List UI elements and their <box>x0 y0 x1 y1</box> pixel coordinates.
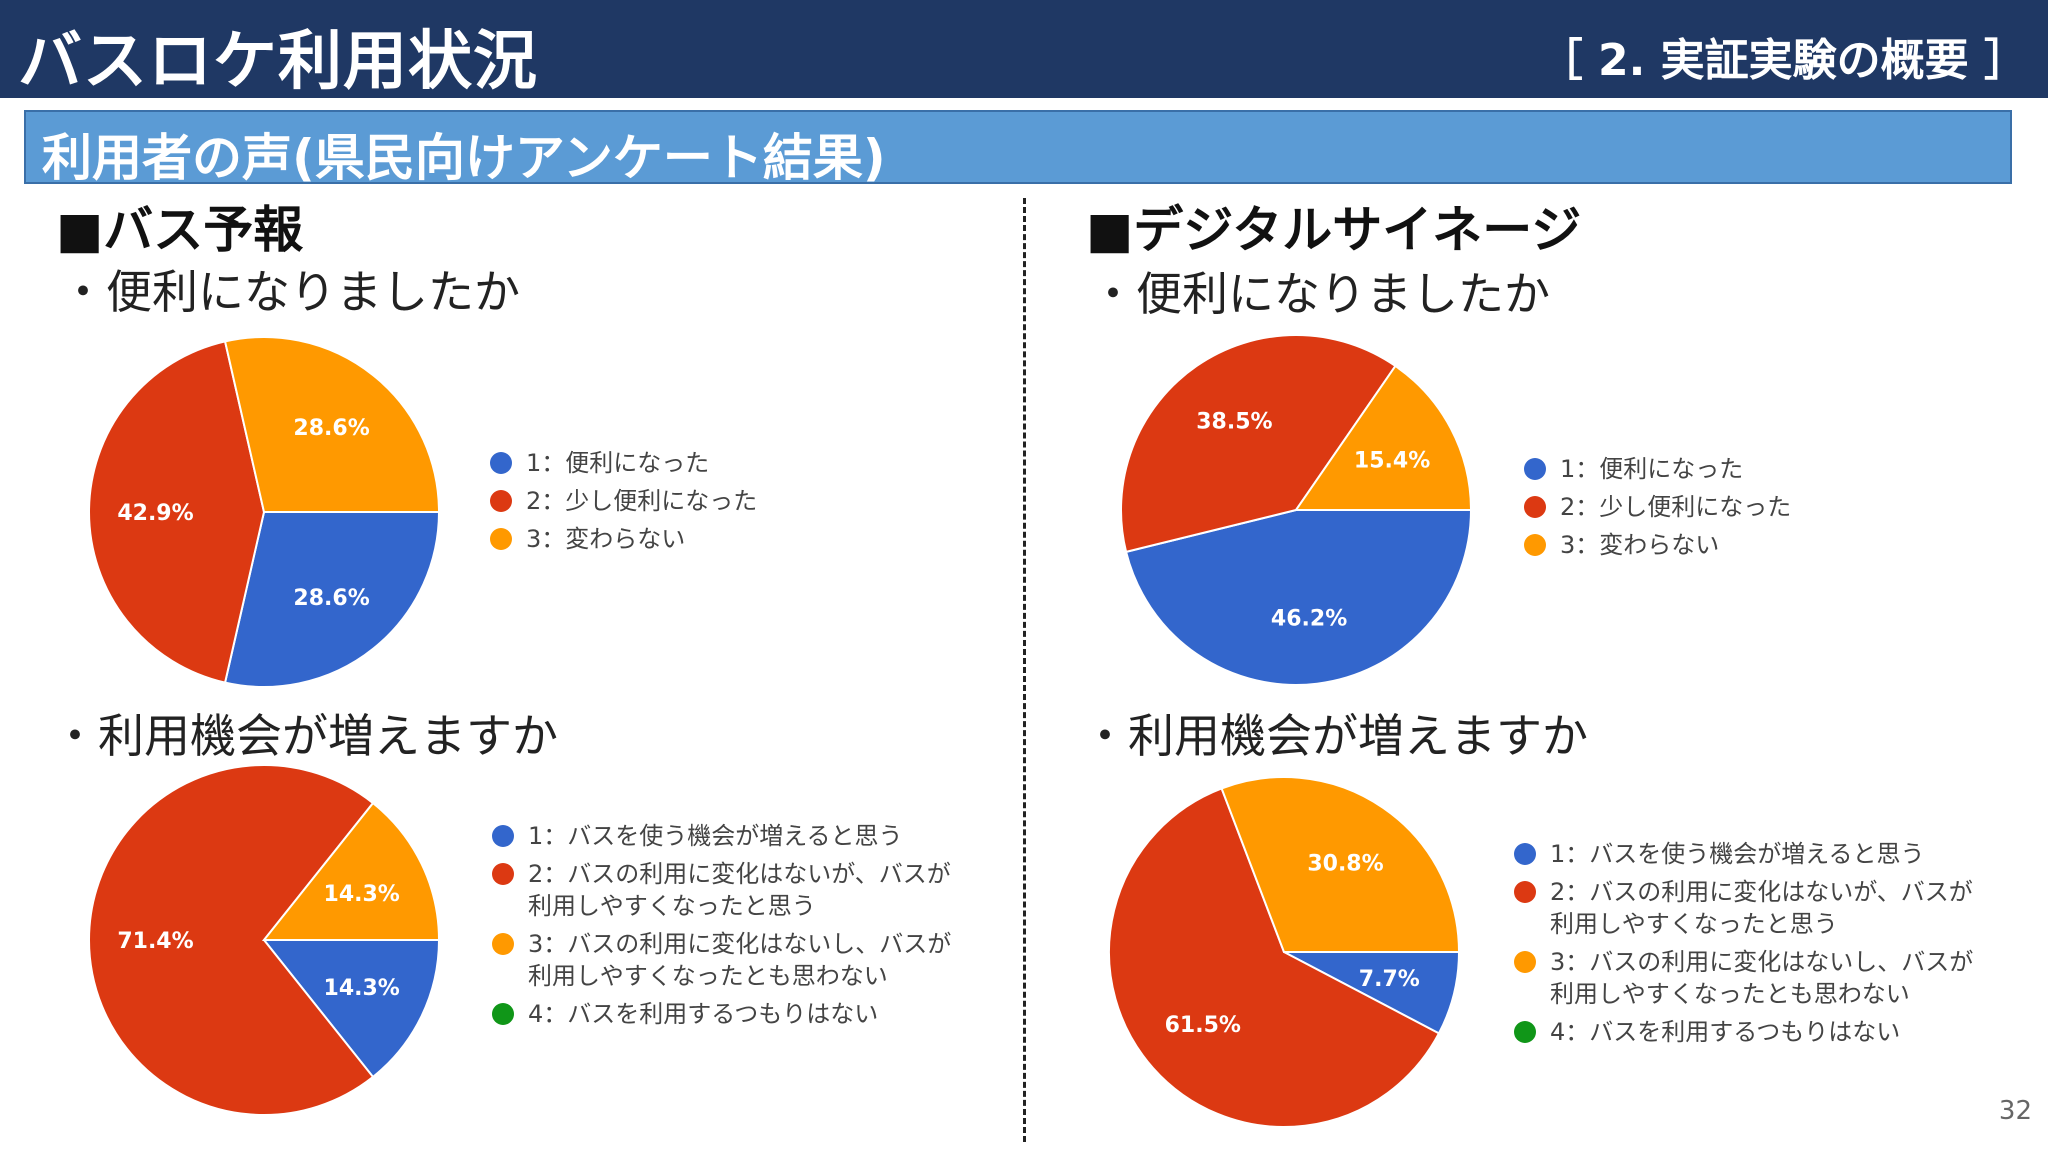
pie-slice <box>261 939 441 1079</box>
pie-label: 7.7% <box>1359 967 1420 992</box>
pie-label: 28.6% <box>293 586 369 611</box>
right-question-2: ・利用機会が増えますか <box>1082 709 1588 763</box>
legend-label: 2：少し便利になった <box>1560 493 1792 521</box>
pie-label: 15.4% <box>1354 449 1430 474</box>
left-panel-title: ■バス予報 <box>56 201 304 259</box>
legend-label: 3：変わらない <box>526 525 686 553</box>
subtitle-bar: 利用者の声(県民向けアンケート結果) <box>24 110 2012 187</box>
left-question-1: ・便利になりましたか <box>60 265 520 319</box>
pie-label: 42.9% <box>117 501 193 526</box>
header-bar: バスロケ利用状況 ［ 2. 実証実験の概要 ］ <box>0 0 2048 99</box>
legend-label: 3：変わらない <box>1560 531 1720 559</box>
legend-item: 1：便利になった <box>1524 453 1791 485</box>
pie-label: 71.4% <box>117 929 193 954</box>
right-legend-convenience: 1：便利になった 2：少し便利になった 3：変わらない <box>1524 453 1791 567</box>
legend-swatch <box>1514 881 1536 903</box>
legend-swatch <box>490 528 512 550</box>
legend-label: 1：便利になった <box>526 449 710 477</box>
pie-label: 46.2% <box>1271 607 1347 632</box>
pie-slice <box>88 764 375 1116</box>
pie-slice <box>1120 334 1397 554</box>
right-pie-usage: 7.7% 61.5% 30.8% <box>1108 776 1461 1128</box>
pie-slice <box>223 336 441 513</box>
legend-item: 2：少し便利になった <box>490 485 757 517</box>
pie-label: 14.3% <box>324 976 400 1001</box>
panel-divider <box>1023 198 1026 1142</box>
left-question-2: ・利用機会が増えますか <box>52 709 558 763</box>
page-title: バスロケ利用状況 <box>18 25 538 99</box>
legend-swatch <box>1514 951 1536 973</box>
legend-label: 1：バスを使う機会が増えると思う <box>528 822 903 850</box>
legend-swatch <box>1514 1021 1536 1043</box>
legend-swatch <box>1524 458 1546 480</box>
legend-swatch <box>492 1003 514 1025</box>
legend-swatch <box>492 863 514 885</box>
section-label: ［ 2. 実証実験の概要 ］ <box>1538 35 2028 86</box>
pie-label: 38.5% <box>1196 410 1272 435</box>
right-legend-usage: 1：バスを使う機会が増えると思う 2：バスの利用に変化はないが、バスが 利用しやすく… <box>1514 838 1973 1054</box>
legend-item: 2：少し便利になった <box>1524 491 1791 523</box>
left-pie-usage: 14.3% 71.4% 14.3% <box>88 764 441 1116</box>
legend-item: 1：バスを使う機会が増えると思う <box>1514 838 1973 870</box>
legend-label: 1：バスを使う機会が増えると思う <box>1550 840 1925 868</box>
legend-swatch <box>490 490 512 512</box>
legend-item: 4：バスを利用するつもりはない <box>1514 1016 1973 1048</box>
legend-label: 3：バスの利用に変化はないし、バスが 利用しやすくなったとも思わない <box>528 930 952 990</box>
legend-label: 1：便利になった <box>1560 455 1744 483</box>
legend-item: 3：バスの利用に変化はないし、バスが 利用しやすくなったとも思わない <box>1514 946 1973 1010</box>
legend-swatch <box>492 825 514 847</box>
pie-slice <box>1124 509 1473 686</box>
pie-label: 30.8% <box>1307 852 1383 877</box>
legend-swatch <box>1524 534 1546 556</box>
pie-slice <box>261 801 441 941</box>
pie-label: 14.3% <box>324 882 400 907</box>
pie-slice <box>1220 776 1461 953</box>
right-question-1: ・便利になりましたか <box>1090 267 1550 321</box>
legend-item: 1：バスを使う機会が増えると思う <box>492 820 951 852</box>
legend-item: 1：便利になった <box>490 447 757 479</box>
legend-item: 3：バスの利用に変化はないし、バスが 利用しやすくなったとも思わない <box>492 928 951 992</box>
legend-label: 2：バスの利用に変化はないが、バスが 利用しやすくなったと思う <box>528 860 951 920</box>
right-panel-title: ■デジタルサイネージ <box>1086 201 1582 259</box>
legend-swatch <box>490 452 512 474</box>
legend-item: 3：変わらない <box>490 523 757 555</box>
legend-item: 3：変わらない <box>1524 529 1791 561</box>
legend-item: 4：バスを利用するつもりはない <box>492 998 951 1030</box>
legend-label: 2：バスの利用に変化はないが、バスが 利用しやすくなったと思う <box>1550 878 1973 938</box>
pie-slice <box>1294 364 1473 511</box>
left-legend-convenience: 1：便利になった 2：少し便利になった 3：変わらない <box>490 447 757 561</box>
pie-label: 61.5% <box>1165 1013 1241 1038</box>
legend-item: 2：バスの利用に変化はないが、バスが 利用しやすくなったと思う <box>492 858 951 922</box>
legend-swatch <box>492 933 514 955</box>
subtitle-text: 利用者の声(県民向けアンケート結果) <box>42 129 886 187</box>
left-pie-convenience: 28.6% 42.9% 28.6% <box>88 336 441 688</box>
pie-label: 28.6% <box>293 416 369 441</box>
legend-swatch <box>1524 496 1546 518</box>
legend-item: 2：バスの利用に変化はないが、バスが 利用しやすくなったと思う <box>1514 876 1973 940</box>
pie-slice <box>88 340 266 684</box>
legend-label: 2：少し便利になった <box>526 487 758 515</box>
legend-label: 4：バスを利用するつもりはない <box>528 1000 879 1028</box>
pie-slice <box>1108 787 1441 1128</box>
pie-slice <box>223 511 441 688</box>
legend-label: 3：バスの利用に変化はないし、バスが 利用しやすくなったとも思わない <box>1550 948 1974 1008</box>
left-legend-usage: 1：バスを使う機会が増えると思う 2：バスの利用に変化はないが、バスが 利用しやすく… <box>492 820 951 1036</box>
right-pie-convenience: 46.2% 38.5% 15.4% <box>1120 334 1473 686</box>
legend-label: 4：バスを利用するつもりはない <box>1550 1018 1901 1046</box>
page-number: 32 <box>1998 1096 2032 1126</box>
legend-swatch <box>1514 843 1536 865</box>
